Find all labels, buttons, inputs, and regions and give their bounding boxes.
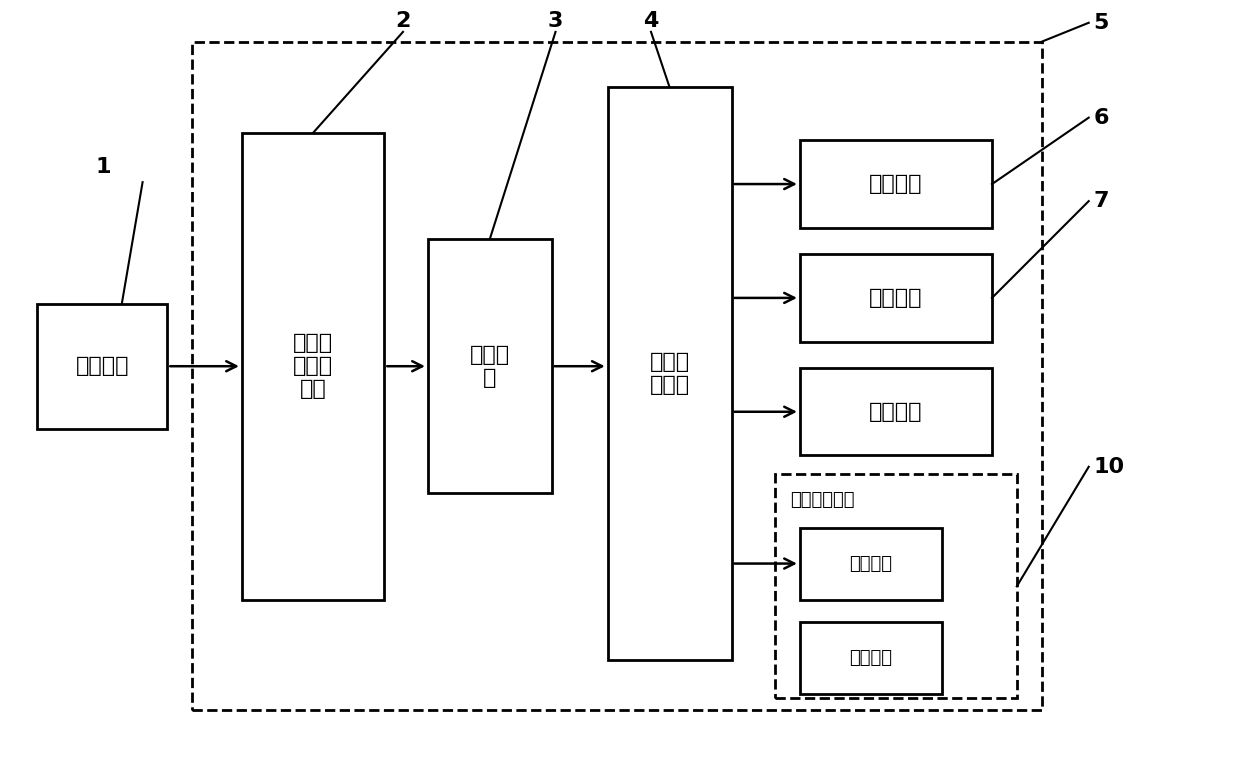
Text: 远程监控模块: 远程监控模块 [790, 491, 854, 509]
Text: 10: 10 [1094, 457, 1125, 477]
Text: 6: 6 [1094, 108, 1110, 128]
Text: 报警模块: 报警模块 [849, 650, 893, 667]
Text: 4: 4 [644, 11, 658, 31]
Text: 报警模块: 报警模块 [869, 402, 923, 422]
Bar [800, 254, 992, 342]
Text: 1: 1 [95, 157, 110, 177]
Bar [37, 304, 167, 429]
Bar [242, 133, 384, 600]
Text: 电源模块: 电源模块 [76, 356, 129, 376]
Text: 显示模块: 显示模块 [869, 288, 923, 308]
Text: 显示模块: 显示模块 [849, 555, 893, 572]
Text: 中央处
理模块: 中央处 理模块 [650, 352, 689, 395]
Text: 5: 5 [1094, 13, 1109, 33]
Bar [608, 87, 732, 660]
Text: 7: 7 [1094, 191, 1110, 211]
Bar [775, 474, 1017, 698]
Bar [800, 528, 942, 600]
Bar [428, 239, 552, 493]
Bar [800, 368, 992, 455]
Bar [800, 140, 992, 228]
Text: 采集模
块: 采集模 块 [470, 345, 510, 388]
Bar [192, 42, 1042, 710]
Text: 3: 3 [548, 11, 563, 31]
Text: 2: 2 [396, 11, 410, 31]
Text: 直线位
移传感
模块: 直线位 移传感 模块 [293, 333, 334, 399]
Bar [800, 622, 942, 694]
Text: 存储模块: 存储模块 [869, 174, 923, 194]
